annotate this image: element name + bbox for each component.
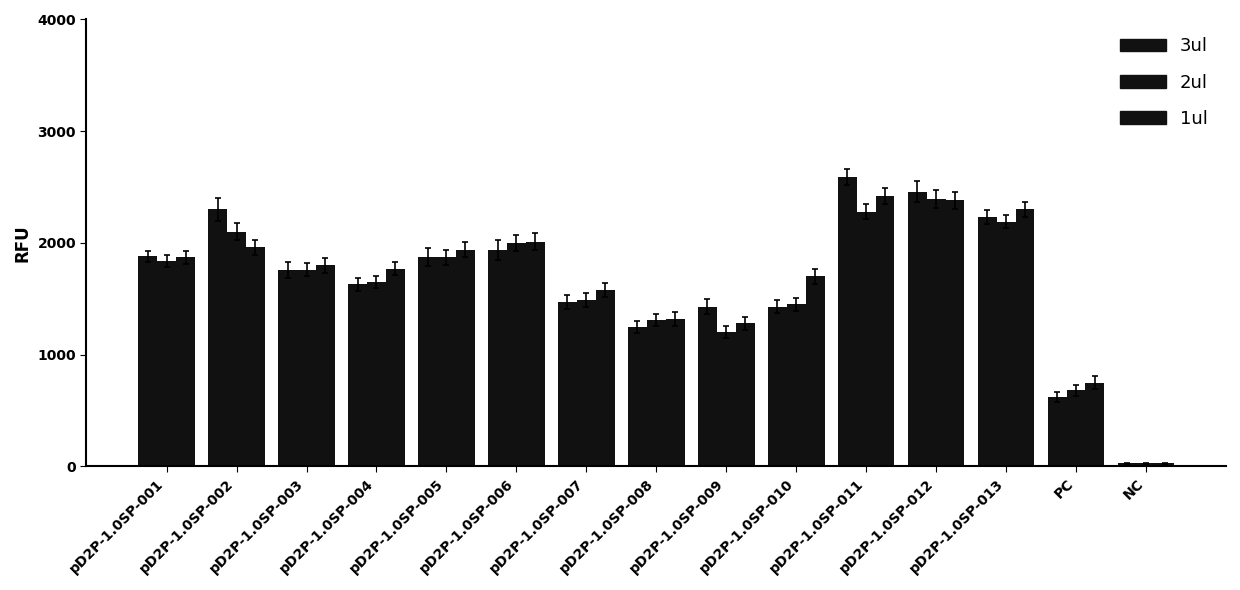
Bar [367,282,386,467]
Bar [666,319,684,467]
Bar [806,277,825,467]
Bar [298,270,316,467]
Bar [278,270,298,467]
Bar [946,201,965,467]
Bar [627,327,647,467]
Bar [208,209,227,467]
Bar [857,212,875,467]
Bar [246,247,265,467]
Bar [1117,463,1137,467]
Bar [558,302,577,467]
Bar [908,192,926,467]
Bar [926,199,946,467]
Bar [768,307,786,467]
Legend: 3ul, 2ul, 1ul: 3ul, 2ul, 1ul [1111,28,1218,136]
Bar [1085,382,1105,467]
Bar [176,257,195,467]
Bar [316,266,335,467]
Bar [348,284,367,467]
Bar [997,222,1016,467]
Bar [595,290,615,467]
Bar [1137,463,1156,467]
Bar [1066,391,1085,467]
Bar [698,307,717,467]
Bar [647,320,666,467]
Bar [386,268,404,467]
Bar [977,217,997,467]
Bar [489,250,507,467]
Bar [786,304,806,467]
Bar [157,261,176,467]
Bar [227,232,246,467]
Bar [1156,463,1174,467]
Bar [735,323,755,467]
Bar [717,332,735,467]
Bar [1048,397,1066,467]
Bar [418,257,436,467]
Bar [139,256,157,467]
Bar [1016,209,1034,467]
Bar [875,196,894,467]
Bar [838,177,857,467]
Bar [436,257,456,467]
Y-axis label: RFU: RFU [14,224,32,262]
Bar [577,300,595,467]
Bar [526,242,544,467]
Bar [456,250,475,467]
Bar [507,243,526,467]
